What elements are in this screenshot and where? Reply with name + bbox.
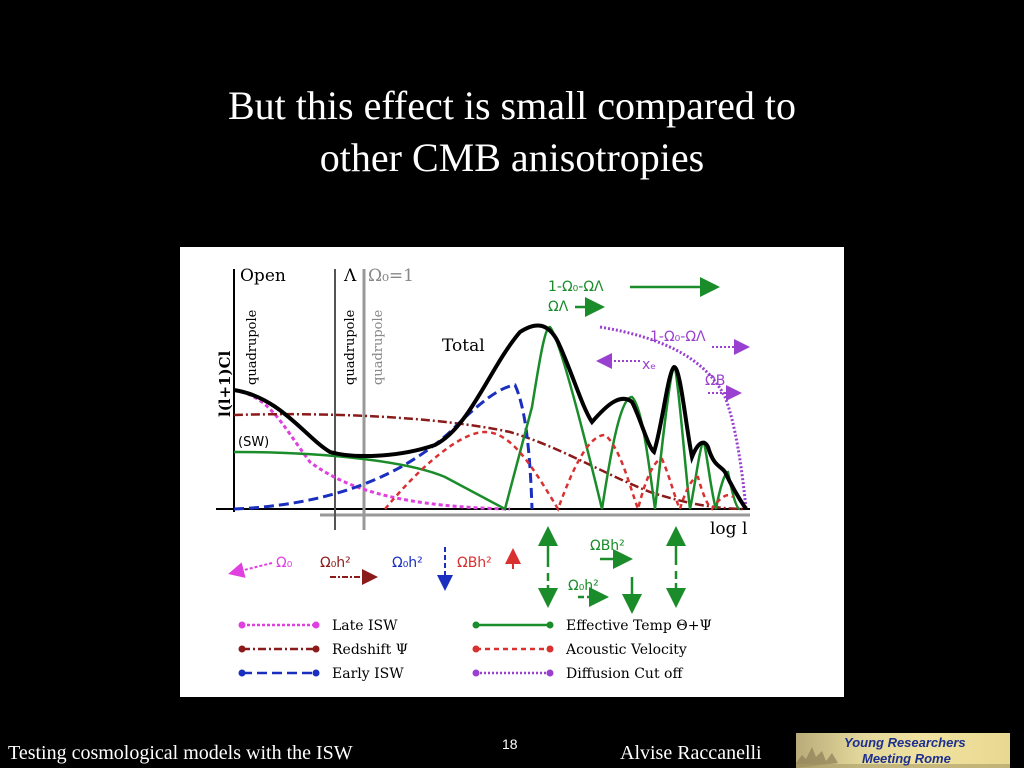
slide-title: But this effect is small compared to oth…	[0, 80, 1024, 184]
bottom-omegabh2-b-label: ΩBh²	[590, 538, 625, 554]
top-green-label-1: 1-Ω₀-ΩΛ	[548, 279, 604, 295]
title-line-1: But this effect is small compared to	[227, 83, 797, 128]
bottom-omega0-label: Ω₀	[276, 555, 293, 571]
quadrupole-label-flat: quadrupole	[371, 309, 386, 385]
omega-b-right-label: ΩB	[705, 373, 725, 389]
legend-early-isw: Early ISW	[238, 666, 404, 682]
redshift-curve	[233, 412, 747, 511]
legend-label-redshift: Redshift Ψ	[332, 642, 408, 658]
sw-label: (SW)	[238, 435, 269, 450]
legend: Late ISW Redshift Ψ Early ISW Effective …	[238, 618, 712, 682]
legend-label-diffusion-cutoff: Diffusion Cut off	[566, 666, 683, 682]
bottom-omega0-arrow	[228, 562, 273, 578]
open-label: Open	[240, 266, 286, 286]
legend-late-isw: Late ISW	[238, 618, 398, 634]
top-green-label-2: ΩΛ	[548, 299, 569, 315]
page-number: 18	[502, 736, 518, 752]
quadrupole-label-open: quadrupole	[245, 309, 260, 385]
legend-label-late-isw: Late ISW	[332, 618, 398, 634]
footer-talk-title: Testing cosmological models with the ISW	[8, 742, 353, 764]
diffusion-cutoff-curve	[599, 325, 748, 510]
y-axis-label: l(l+1)Cl	[216, 350, 234, 417]
bottom-omega0h2-b-label: Ω₀h²	[392, 555, 423, 571]
legend-label-early-isw: Early ISW	[332, 666, 404, 682]
x-axis-label: log l	[710, 519, 747, 539]
total-label: Total	[442, 336, 485, 356]
logo-text-line-1: Young Researchers	[844, 735, 966, 750]
early-isw-curve	[233, 383, 534, 511]
top-purple-label-1: 1-Ω₀-ΩΛ	[650, 329, 706, 345]
legend-diffusion-cutoff: Diffusion Cut off	[472, 666, 683, 682]
logo-text-line-2: Meeting Rome	[862, 751, 951, 766]
quadrupole-label-lambda: quadrupole	[343, 309, 358, 385]
total-curve	[233, 323, 748, 511]
top-purple-label-2: xₑ	[642, 357, 656, 373]
figure-svg: Open Λ Ω₀=1 quadrupole quadrupole quadru…	[216, 266, 750, 682]
bottom-omega0h2-c-label: Ω₀h²	[568, 578, 599, 594]
legend-effective-temp: Effective Temp Θ+Ψ	[472, 618, 712, 634]
bottom-omegabh2-a-label: ΩBh²	[457, 555, 492, 571]
lambda-label: Λ	[343, 266, 357, 286]
title-line-2: other CMB anisotropies	[319, 135, 705, 180]
legend-redshift: Redshift Ψ	[238, 642, 408, 658]
effective-temp-curve	[233, 325, 741, 511]
conference-logo: Young Researchers Meeting Rome	[796, 733, 1010, 768]
bottom-omega0h2-a-label: Ω₀h²	[320, 555, 351, 571]
omega0-eq1-label: Ω₀=1	[368, 266, 414, 286]
logo-skyline-art	[796, 747, 1010, 768]
cmb-power-spectrum-figure: Open Λ Ω₀=1 quadrupole quadrupole quadru…	[180, 247, 844, 697]
legend-label-effective-temp: Effective Temp Θ+Ψ	[566, 618, 712, 634]
legend-label-acoustic-velocity: Acoustic Velocity	[565, 642, 687, 658]
legend-acoustic-velocity: Acoustic Velocity	[472, 642, 687, 658]
footer-author: Alvise Raccanelli	[620, 742, 762, 764]
